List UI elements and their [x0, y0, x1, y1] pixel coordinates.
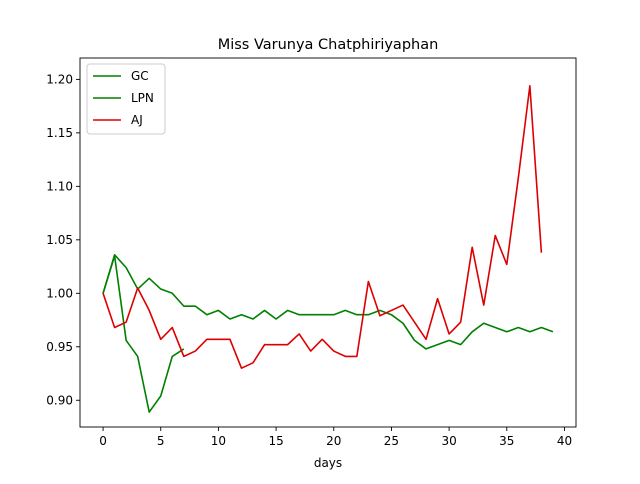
- x-tick-label: 15: [268, 434, 283, 448]
- x-axis-label: days: [314, 456, 342, 470]
- x-tick-label: 20: [326, 434, 341, 448]
- x-tick-label: 35: [499, 434, 514, 448]
- x-tick-label: 30: [441, 434, 456, 448]
- x-tick-label: 10: [211, 434, 226, 448]
- y-tick-label: 0.90: [46, 393, 73, 407]
- x-tick-label: 40: [557, 434, 572, 448]
- series-layer: [102, 85, 554, 413]
- y-tick-label: 1.00: [46, 286, 73, 300]
- y-tick-label: 1.05: [46, 233, 73, 247]
- y-tick-label: 0.95: [46, 340, 73, 354]
- legend: GC LPN AJ: [86, 63, 166, 135]
- legend-box: [86, 63, 166, 135]
- series-line-gc: [102, 255, 185, 413]
- series-line-lpn: [102, 254, 554, 350]
- chart-title: Miss Varunya Chatphiriyaphan: [218, 37, 439, 53]
- legend-label-aj: AJ: [131, 113, 143, 127]
- x-tick-label: 5: [157, 434, 165, 448]
- legend-label-lpn: LPN: [131, 91, 154, 105]
- y-tick-label: 1.15: [46, 126, 73, 140]
- axes-frame: [79, 57, 577, 428]
- x-tick-label: 0: [99, 434, 107, 448]
- x-tick-label: 25: [384, 434, 399, 448]
- y-tick-label: 1.10: [46, 179, 73, 193]
- axes-layer: 0 5 10 15 20 25 30 35 40 0.90 0.95 1.00 1.05 1.10 1.15…: [46, 57, 577, 448]
- legend-label-gc: GC: [131, 69, 149, 83]
- series-line-aj: [102, 85, 543, 369]
- y-tick-label: 1.20: [46, 72, 73, 86]
